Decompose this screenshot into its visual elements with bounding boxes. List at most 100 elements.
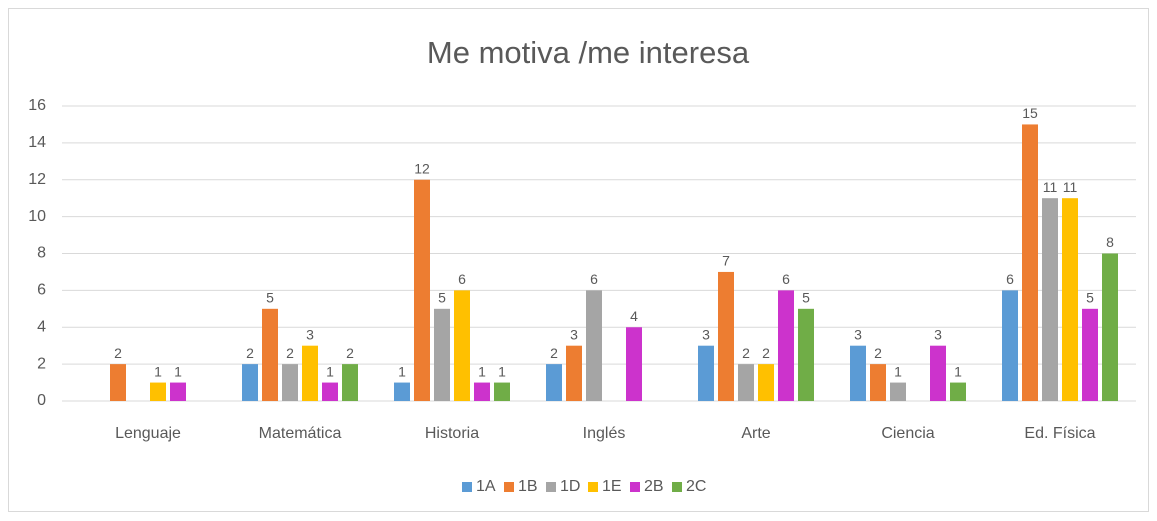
data-label: 6: [458, 271, 466, 287]
data-label: 11: [1043, 179, 1058, 195]
data-label: 1: [954, 363, 962, 379]
legend-swatch: [462, 482, 472, 492]
chart-frame: [8, 8, 1149, 512]
bar: [798, 308, 814, 401]
bar: [170, 382, 186, 401]
data-label: 6: [590, 271, 598, 287]
bar: [434, 308, 450, 401]
legend-swatch: [672, 482, 682, 492]
bar: [414, 179, 430, 401]
data-label: 3: [702, 326, 710, 342]
data-label: 11: [1063, 179, 1078, 195]
legend-label: 2B: [644, 478, 664, 495]
bar: [1022, 124, 1038, 401]
data-label: 2: [762, 345, 770, 361]
data-label: 4: [630, 308, 638, 324]
y-tick-label: 10: [28, 208, 46, 225]
y-tick-label: 14: [28, 134, 46, 151]
data-label: 3: [934, 326, 942, 342]
data-label: 3: [854, 326, 862, 342]
legend-label: 2C: [686, 478, 706, 495]
legend-swatch: [630, 482, 640, 492]
bar: [890, 382, 906, 401]
data-label: 2: [114, 345, 122, 361]
data-label: 1: [154, 363, 162, 379]
bar: [546, 364, 562, 401]
data-label: 1: [174, 363, 182, 379]
data-label: 2: [346, 345, 354, 361]
x-tick-label: Historia: [425, 425, 479, 442]
data-label: 2: [742, 345, 750, 361]
data-label: 5: [438, 290, 446, 306]
y-tick-label: 8: [37, 245, 46, 262]
data-label: 8: [1106, 234, 1114, 250]
x-tick-label: Lenguaje: [115, 425, 181, 442]
bar: [282, 364, 298, 401]
bar: [1042, 198, 1058, 401]
bar: [150, 382, 166, 401]
bar: [718, 271, 734, 401]
data-label: 5: [266, 290, 274, 306]
data-label: 5: [1086, 290, 1094, 306]
bar: [758, 364, 774, 401]
data-label: 3: [306, 326, 314, 342]
x-tick-label: Ciencia: [881, 425, 934, 442]
data-label: 2: [286, 345, 294, 361]
y-tick-label: 4: [37, 318, 46, 335]
data-label: 7: [722, 253, 730, 269]
bar: [454, 290, 470, 401]
legend-swatch: [588, 482, 598, 492]
y-tick-label: 2: [37, 355, 46, 372]
bar: [930, 345, 946, 401]
data-label: 3: [570, 326, 578, 342]
bar: [566, 345, 582, 401]
bar: [850, 345, 866, 401]
bar: [242, 364, 258, 401]
legend-swatch: [504, 482, 514, 492]
bar: [1062, 198, 1078, 401]
bar: [342, 364, 358, 401]
data-label: 1: [498, 363, 506, 379]
data-label: 2: [550, 345, 558, 361]
bar: [738, 364, 754, 401]
data-label: 1: [894, 363, 902, 379]
y-tick-label: 16: [28, 97, 46, 114]
data-label: 6: [782, 271, 790, 287]
data-label: 1: [398, 363, 406, 379]
x-tick-label: Ed. Física: [1024, 425, 1095, 442]
bar: [586, 290, 602, 401]
data-label: 12: [414, 160, 430, 176]
data-label: 5: [802, 290, 810, 306]
x-tick-label: Matemática: [259, 425, 342, 442]
bar: [494, 382, 510, 401]
y-tick-label: 6: [37, 282, 46, 299]
bar: [394, 382, 410, 401]
bar: [322, 382, 338, 401]
x-tick-label: Arte: [741, 425, 770, 442]
bar: [110, 364, 126, 401]
bar: [1102, 253, 1118, 401]
bar: [778, 290, 794, 401]
bar: [950, 382, 966, 401]
legend-label: 1E: [602, 478, 622, 495]
bar: [474, 382, 490, 401]
legend-label: 1A: [476, 478, 496, 495]
data-label: 6: [1006, 271, 1014, 287]
bar: [302, 345, 318, 401]
y-tick-label: 0: [37, 392, 46, 409]
legend-swatch: [546, 482, 556, 492]
bar: [698, 345, 714, 401]
bar: [1082, 308, 1098, 401]
bar: [870, 364, 886, 401]
data-label: 15: [1022, 105, 1038, 121]
bar: [262, 308, 278, 401]
chart-title: Me motiva /me interesa: [427, 35, 750, 70]
data-label: 1: [478, 363, 486, 379]
legend-label: 1D: [560, 478, 580, 495]
legend-label: 1B: [518, 478, 538, 495]
bar: [626, 327, 642, 401]
data-label: 1: [326, 363, 334, 379]
data-label: 2: [246, 345, 254, 361]
data-label: 2: [874, 345, 882, 361]
